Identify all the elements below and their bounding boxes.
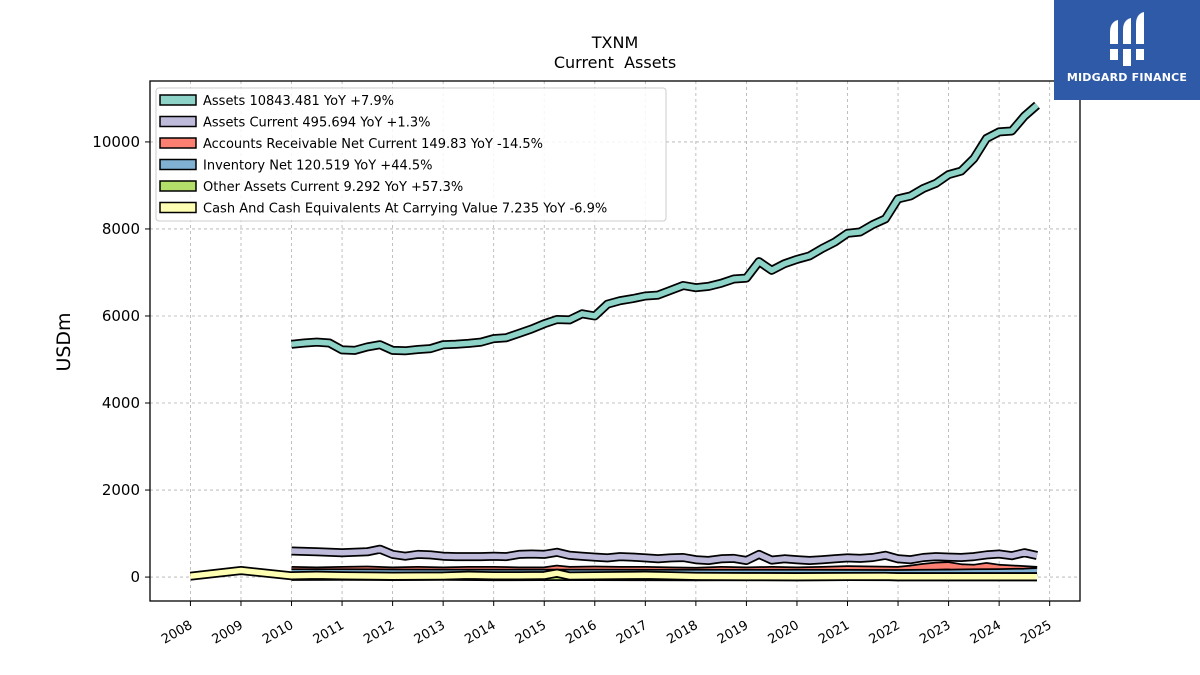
- x-tick-label: 2024: [968, 618, 1004, 648]
- legend-label: Inventory Net 120.519 YoY +44.5%: [203, 159, 433, 174]
- x-tick-label: 2009: [210, 618, 246, 648]
- chart-subtitle: Current Assets: [554, 53, 676, 72]
- legend-swatch: [159, 94, 197, 106]
- y-tick-label: 10000: [92, 133, 140, 151]
- x-tick-label: 2012: [361, 618, 397, 648]
- plot-frame: [149, 80, 1081, 602]
- series-stroke: [291, 103, 1039, 354]
- chart-title: TXNM: [591, 33, 639, 52]
- y-tick-label: 0: [130, 568, 140, 586]
- series-line: [291, 544, 1038, 565]
- brand-logo: MIDGARD FINANCE: [1054, 0, 1200, 100]
- x-tick-label: 2018: [665, 618, 701, 648]
- series-stroke: [190, 567, 1037, 580]
- brand-mark-icon: [1108, 12, 1146, 66]
- x-tick-label: 2020: [766, 618, 802, 648]
- y-tick-label: 6000: [102, 307, 140, 325]
- legend-label: Cash And Cash Equivalents At Carrying Va…: [203, 202, 607, 217]
- legend-swatch: [159, 137, 197, 149]
- legend-label: Other Assets Current 9.292 YoY +57.3%: [203, 180, 463, 195]
- legend-box: [155, 87, 667, 222]
- series-line: [189, 566, 1037, 582]
- legend-swatch: [159, 201, 197, 214]
- legend-label: Assets 10843.481 YoY +7.9%: [203, 94, 394, 109]
- x-tick-label: 2021: [816, 618, 852, 648]
- x-tick-label: 2014: [462, 618, 498, 648]
- legend-swatch: [159, 115, 197, 128]
- series-line: [291, 101, 1040, 356]
- x-tick-label: 2011: [311, 618, 347, 648]
- series-stroke: [291, 546, 1038, 564]
- x-tick-label: 2022: [867, 618, 903, 648]
- x-tick-label: 2013: [412, 618, 448, 648]
- y-tick-label: 8000: [102, 220, 140, 238]
- y-axis: 0 2000 4000 6000 8000 10000: [92, 133, 150, 586]
- legend-label: Assets Current 495.694 YoY +1.3%: [203, 116, 430, 131]
- x-tick-label: 2008: [159, 618, 195, 648]
- legend-swatch: [159, 180, 197, 192]
- x-tick-label: 2017: [614, 618, 650, 648]
- legend-label: Accounts Receivable Net Current 149.83 Y…: [203, 137, 543, 152]
- x-tick-label: 2023: [917, 618, 953, 648]
- x-tick-label: 2019: [715, 618, 751, 648]
- x-tick-label: 2016: [563, 618, 599, 648]
- x-tick-label: 2025: [1018, 618, 1054, 648]
- brand-name: MIDGARD FINANCE: [1066, 71, 1188, 84]
- x-axis: 2008 2009 2010 2011 2012 2013 2014 2015 2016 2017…: [159, 601, 1054, 647]
- y-tick-label: 4000: [102, 394, 140, 412]
- x-tick-label: 2015: [513, 618, 549, 648]
- legend: Assets 10843.481 YoY +7.9% Assets Current…: [155, 87, 667, 222]
- series-layer: [189, 101, 1040, 582]
- y-tick-label: 2000: [102, 481, 140, 499]
- y-axis-label: USDm: [53, 312, 75, 371]
- legend-swatch: [159, 158, 197, 171]
- x-tick-label: 2010: [260, 618, 296, 648]
